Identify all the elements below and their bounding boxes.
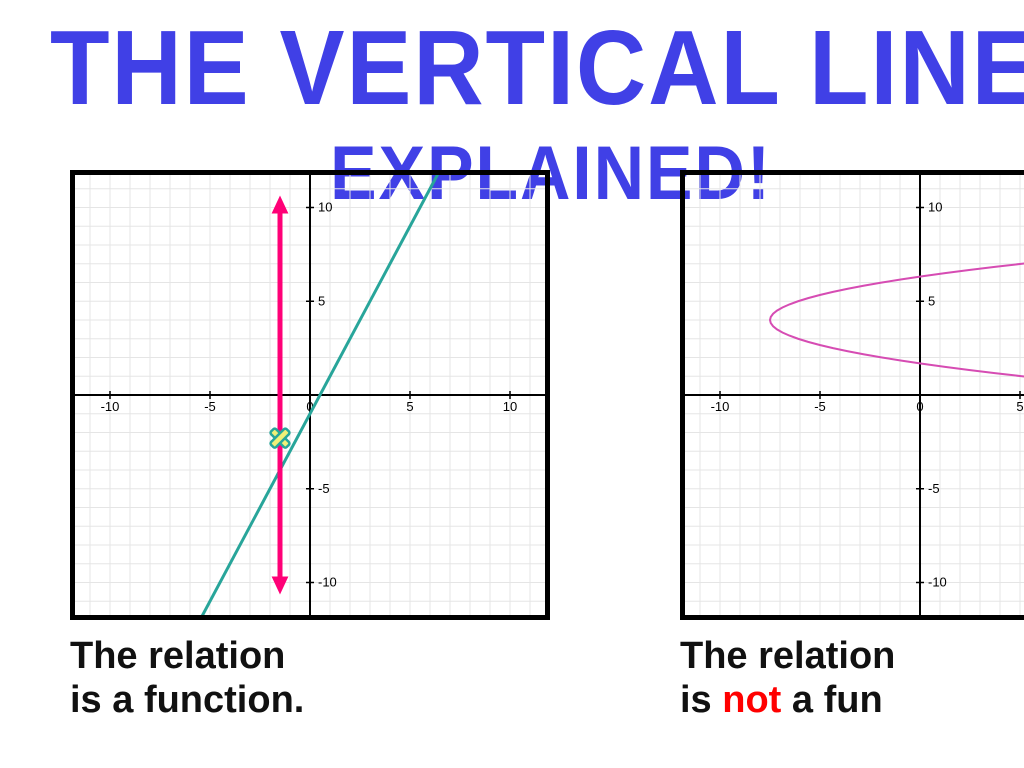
chart-left: 0510-10-5510-10-5 The relation is a func… [70, 170, 550, 620]
caption-left-line1: The relation [70, 635, 285, 677]
chart-right-border [680, 170, 1024, 620]
chart-left-border [70, 170, 550, 620]
caption-right-line1: The relation [680, 635, 895, 677]
caption-right: The relation is not a fun [680, 635, 895, 722]
caption-right-suffix: a fun [781, 679, 882, 721]
title-main: THE VERTICAL LINE [50, 8, 1024, 129]
caption-right-prefix: is [680, 679, 722, 721]
caption-left: The relation is a function. [70, 635, 304, 722]
chart-right: 0510-10-5510-10-5 The relation is not a … [680, 170, 1024, 620]
caption-right-not: not [722, 679, 781, 721]
caption-left-line2: is a function. [70, 679, 304, 721]
